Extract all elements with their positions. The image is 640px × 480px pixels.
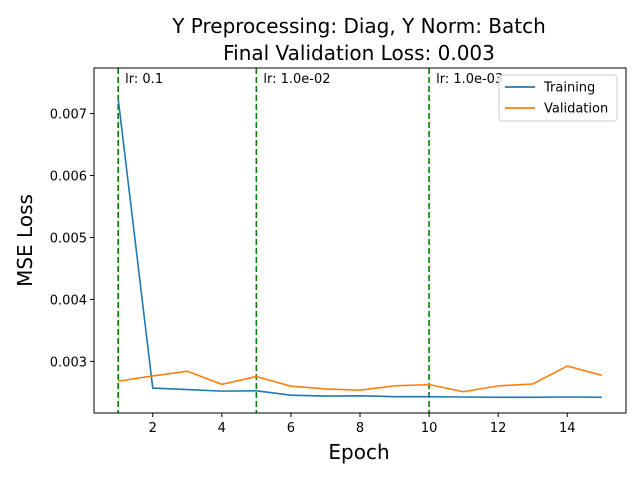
lr-marker-label: lr: 0.1 [125, 72, 163, 87]
series-line-validation [118, 365, 603, 393]
legend-label: Training [543, 81, 595, 96]
lr-marker-label: lr: 1.0e-03 [436, 72, 503, 87]
y-axis-label: MSE Loss [13, 194, 37, 287]
series-line-training [117, 98, 602, 399]
x-tick-label: 6 [287, 421, 295, 436]
plot-frame [93, 67, 627, 414]
legend-label: Validation [544, 102, 608, 117]
chart-title-line1: Y Preprocessing: Diag, Y Norm: Batch [171, 14, 546, 38]
x-tick-label: 10 [421, 421, 438, 436]
y-tick-label: 0.007 [50, 108, 87, 123]
x-tick-label: 8 [356, 421, 364, 436]
y-tick-label: 0.006 [50, 170, 87, 185]
lr-annotations: lr: 0.1 lr: 1.0e-02 lr: 1.0e-03 [125, 72, 503, 87]
lr-marker-label: lr: 1.0e-02 [263, 72, 330, 87]
chart-title-line2: Final Validation Loss: 0.003 [223, 41, 495, 65]
x-tick-label: 14 [559, 421, 576, 436]
y-tick-label: 0.003 [50, 355, 87, 370]
x-axis-ticks: 2 4 6 8 10 12 14 [149, 413, 576, 436]
y-tick-label: 0.004 [50, 293, 87, 308]
x-tick-label: 12 [490, 421, 507, 436]
x-tick-label: 2 [149, 421, 157, 436]
lr-marker-lines [117, 68, 430, 413]
legend: Training Validation [498, 74, 618, 122]
x-axis-label: Epoch [328, 440, 389, 464]
y-axis-ticks: 0.003 0.004 0.005 0.006 0.007 [50, 108, 94, 370]
y-tick-label: 0.005 [50, 231, 87, 246]
series-lines [117, 98, 603, 399]
x-tick-label: 4 [218, 421, 226, 436]
